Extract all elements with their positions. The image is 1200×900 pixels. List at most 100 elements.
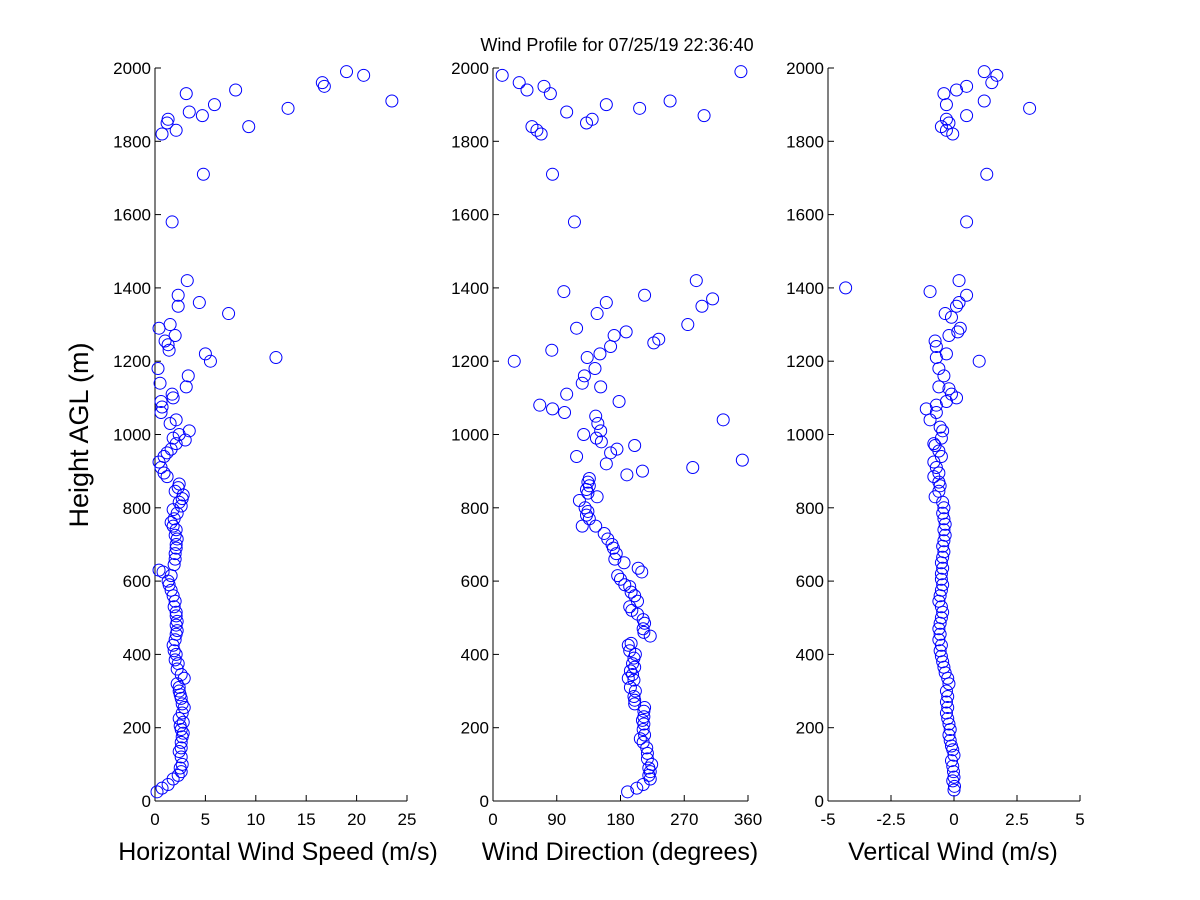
data-point [558, 406, 572, 420]
data-point [635, 464, 649, 478]
data-point [936, 506, 950, 520]
data-point [580, 351, 594, 365]
y-tick-label: 0 [815, 792, 824, 811]
data-point [623, 644, 637, 658]
data-point [943, 734, 957, 748]
data-point [176, 715, 190, 729]
data-point [166, 519, 180, 533]
data-point [643, 629, 657, 643]
data-point [939, 98, 953, 112]
data-point [628, 438, 642, 452]
x-axis-label: Wind Direction (degrees) [482, 838, 759, 866]
data-point [937, 87, 951, 101]
y-tick-label: 1800 [113, 132, 151, 151]
data-point [617, 556, 631, 570]
data-point [610, 442, 624, 456]
data-point [627, 690, 641, 704]
data-point [941, 712, 955, 726]
data-point [633, 101, 647, 115]
data-point [177, 671, 191, 685]
data-point [582, 512, 596, 526]
data-point [934, 449, 948, 463]
data-point [645, 757, 659, 771]
data-point [937, 369, 951, 383]
data-point [944, 387, 958, 401]
data-point [946, 759, 960, 773]
data-point [980, 167, 994, 181]
data-point [169, 609, 183, 623]
data-point [180, 274, 194, 288]
x-tick-label: -5 [820, 810, 835, 829]
vertical-wind-panel: 0 200 400 600 800 1000 1200 1400 1600 1800 2000 -5 -… [786, 59, 1085, 866]
data-point [593, 347, 607, 361]
data-point [168, 528, 182, 542]
x-tick-label: 15 [297, 810, 316, 829]
x-tick-label: 0 [488, 810, 497, 829]
data-point [939, 684, 953, 698]
data-point [357, 68, 371, 82]
data-point [169, 541, 183, 555]
data-point [695, 299, 709, 313]
data-point [534, 127, 548, 141]
data-point [932, 633, 946, 647]
data-point [640, 746, 654, 760]
data-point [167, 644, 181, 658]
data-point [172, 495, 186, 509]
data-point [621, 638, 635, 652]
data-point [942, 728, 956, 742]
data-point [929, 398, 943, 412]
data-point [933, 627, 947, 641]
data-point [161, 338, 175, 352]
x-tick-label: 180 [606, 810, 634, 829]
data-point [570, 449, 584, 463]
data-point [638, 728, 652, 742]
data-point [942, 382, 956, 396]
data-point [928, 334, 942, 348]
data-point [937, 523, 951, 537]
data-point [589, 431, 603, 445]
data-point [934, 583, 948, 597]
data-point [923, 285, 937, 299]
data-point [174, 750, 188, 764]
data-point [642, 761, 656, 775]
x-tick-label: 5 [201, 810, 210, 829]
data-point [647, 336, 661, 350]
y-tick-label: 1400 [113, 279, 151, 298]
data-point [575, 376, 589, 390]
y-tick-label: 1000 [786, 426, 824, 445]
data-point [181, 369, 195, 383]
data-point [169, 413, 183, 427]
y-tick-label: 600 [461, 572, 489, 591]
data-point [168, 552, 182, 566]
data-point [941, 701, 955, 715]
data-point [172, 745, 186, 759]
data-point [557, 285, 571, 299]
x-tick-label: -2.5 [876, 810, 905, 829]
data-point [164, 583, 178, 597]
data-point [581, 504, 595, 518]
data-point [597, 526, 611, 540]
y-tick-label: 1600 [786, 206, 824, 225]
data-point [735, 453, 749, 467]
data-point [567, 215, 581, 229]
data-point [951, 325, 965, 339]
data-point [158, 334, 172, 348]
data-point [939, 112, 953, 126]
data-point [939, 706, 953, 720]
data-point [169, 605, 183, 619]
data-point [594, 435, 608, 449]
data-point [623, 664, 637, 678]
data-point [936, 424, 950, 438]
data-point [165, 215, 179, 229]
data-point [636, 735, 650, 749]
x-tick-label: 0 [150, 810, 159, 829]
data-point [171, 288, 185, 302]
data-point [952, 274, 966, 288]
data-point [934, 611, 948, 625]
x-axis-label: Horizontal Wind Speed (m/s) [118, 838, 438, 866]
data-point [385, 94, 399, 108]
data-point [627, 673, 641, 687]
data-point [633, 732, 647, 746]
data-point [170, 532, 184, 546]
x-tick-label: 10 [246, 810, 265, 829]
